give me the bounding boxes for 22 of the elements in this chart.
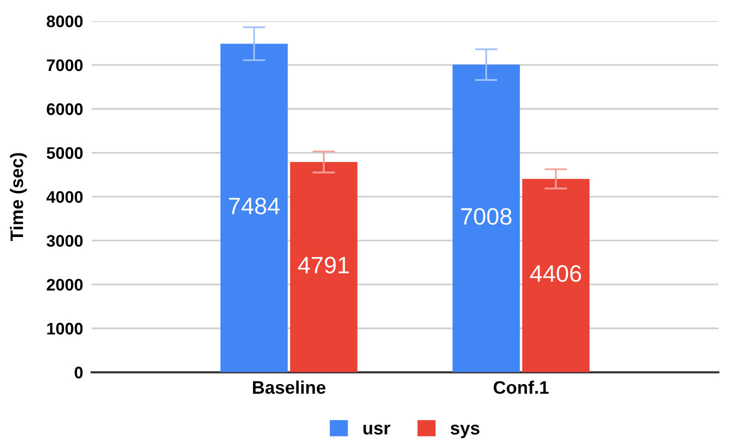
y-tick-label: 3000	[46, 234, 83, 247]
legend-label: sys	[450, 424, 480, 438]
bar	[220, 44, 288, 372]
data-label: 7008	[461, 208, 512, 225]
y-axis-title: Time (sec)	[10, 153, 27, 241]
bar	[452, 64, 520, 372]
data-label: 4791	[298, 256, 349, 274]
data-label: 4406	[530, 265, 582, 282]
bar	[522, 178, 590, 372]
y-tick-label: 8000	[46, 15, 83, 28]
y-tick-label: 0	[74, 366, 83, 378]
x-tick-label: Baseline	[253, 380, 326, 394]
data-label: 7484	[229, 198, 280, 214]
y-tick-label: 6000	[46, 103, 83, 116]
y-tick-label: 1000	[47, 322, 83, 335]
legend-label: usr	[363, 424, 390, 435]
y-tick-label: 7000	[46, 59, 83, 72]
y-tick-label: 5000	[46, 147, 83, 159]
y-tick-label: 4000	[46, 191, 83, 203]
y-tick-label: 2000	[46, 278, 83, 291]
bar	[290, 162, 358, 372]
x-tick-label: Conf.1	[494, 380, 549, 394]
